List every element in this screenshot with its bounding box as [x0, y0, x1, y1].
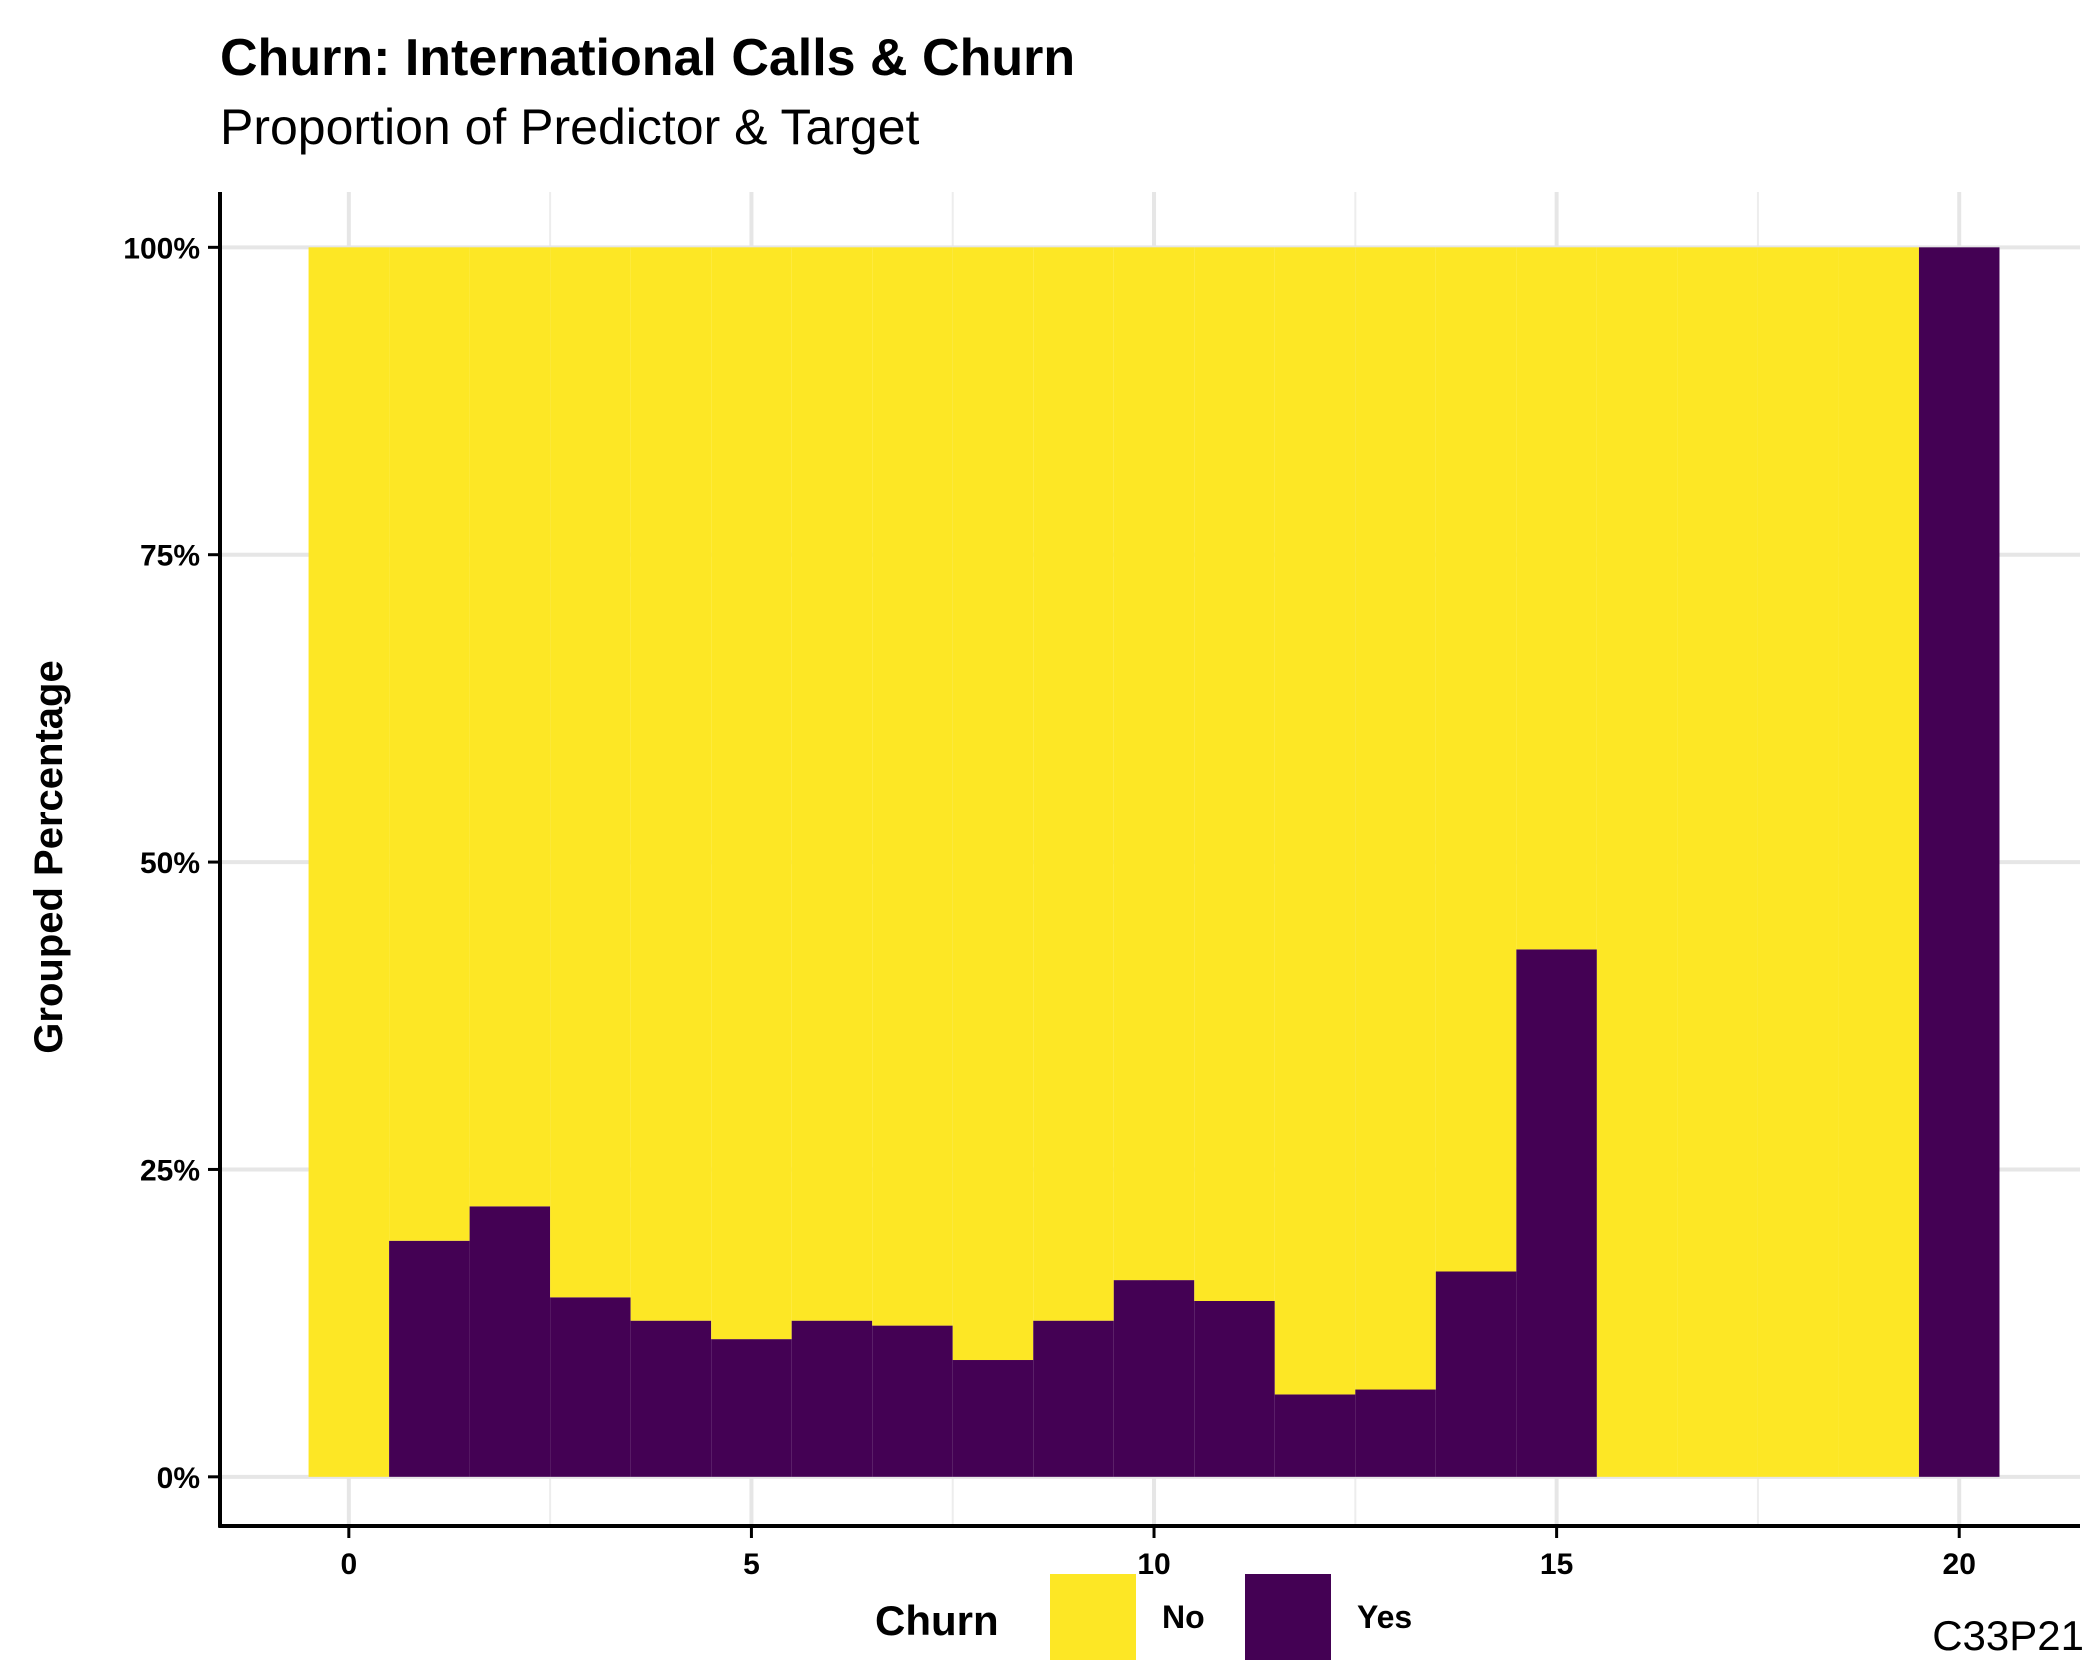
bar-no: [1596, 247, 1678, 1477]
bar-no: [469, 247, 551, 1207]
bar-yes: [1274, 1394, 1356, 1477]
bar-yes: [1194, 1301, 1275, 1477]
bar-no: [308, 247, 390, 1477]
bar-yes: [872, 1325, 953, 1477]
bar-no: [1435, 247, 1517, 1272]
bar-no: [791, 247, 873, 1321]
chart-caption: C33P21: [1932, 1612, 2084, 1659]
bar-no: [1355, 247, 1436, 1390]
y-tick-label: 25%: [140, 1154, 200, 1187]
x-tick-label: 20: [1943, 1548, 1976, 1581]
bar-no: [1757, 247, 1839, 1477]
axes: [218, 192, 2080, 1528]
y-tick-label: 50%: [140, 847, 200, 880]
legend-key-no: [1050, 1574, 1136, 1660]
bar-no: [630, 247, 712, 1321]
bar-yes: [1355, 1389, 1436, 1477]
bar-yes: [1033, 1320, 1114, 1477]
y-axis-title: Grouped Percentage: [27, 660, 71, 1053]
bar-no: [1113, 247, 1195, 1281]
bar-yes: [550, 1297, 631, 1477]
bar-no: [1516, 247, 1597, 950]
chart-subtitle: Proportion of Predictor & Target: [220, 99, 920, 155]
bar-yes: [1516, 949, 1597, 1477]
legend-label-yes: Yes: [1357, 1599, 1412, 1635]
bar-yes: [711, 1339, 792, 1477]
y-tick-label: 100%: [123, 232, 200, 265]
y-axis-ticks: 0% 25% 50% 75% 100%: [123, 232, 220, 1495]
bar-no: [1838, 247, 1919, 1477]
x-tick-label: 10: [1137, 1548, 1170, 1581]
y-tick-label: 75%: [140, 540, 200, 573]
x-tick-label: 5: [743, 1548, 760, 1581]
chart-title: Churn: International Calls & Churn: [220, 29, 1076, 87]
bar-yes: [1113, 1280, 1195, 1477]
legend-label-no: No: [1162, 1599, 1205, 1635]
bar-no: [1274, 247, 1356, 1395]
bar-yes: [469, 1206, 551, 1477]
bar-yes: [791, 1320, 873, 1477]
bar-yes: [389, 1240, 470, 1477]
y-tick-label: 0%: [157, 1462, 200, 1495]
bar-no: [872, 247, 953, 1326]
bar-yes: [952, 1360, 1034, 1477]
bar-no: [711, 247, 792, 1340]
x-tick-label: 15: [1540, 1548, 1573, 1581]
bars: [308, 247, 2000, 1477]
legend: Churn No Yes: [875, 1574, 1412, 1660]
bar-no: [1677, 247, 1758, 1477]
legend-key-yes: [1245, 1574, 1331, 1660]
bar-no: [1033, 247, 1114, 1321]
bar-yes: [1435, 1271, 1517, 1477]
bar-yes: [630, 1320, 712, 1477]
bar-no: [389, 247, 470, 1241]
bar-yes: [1918, 247, 2000, 1477]
bar-no: [1194, 247, 1275, 1302]
bar-no: [952, 247, 1034, 1361]
x-tick-label: 0: [340, 1548, 357, 1581]
x-axis-ticks: 0 5 10 15 20: [340, 1526, 1976, 1581]
legend-title: Churn: [875, 1597, 999, 1644]
bar-no: [550, 247, 631, 1298]
